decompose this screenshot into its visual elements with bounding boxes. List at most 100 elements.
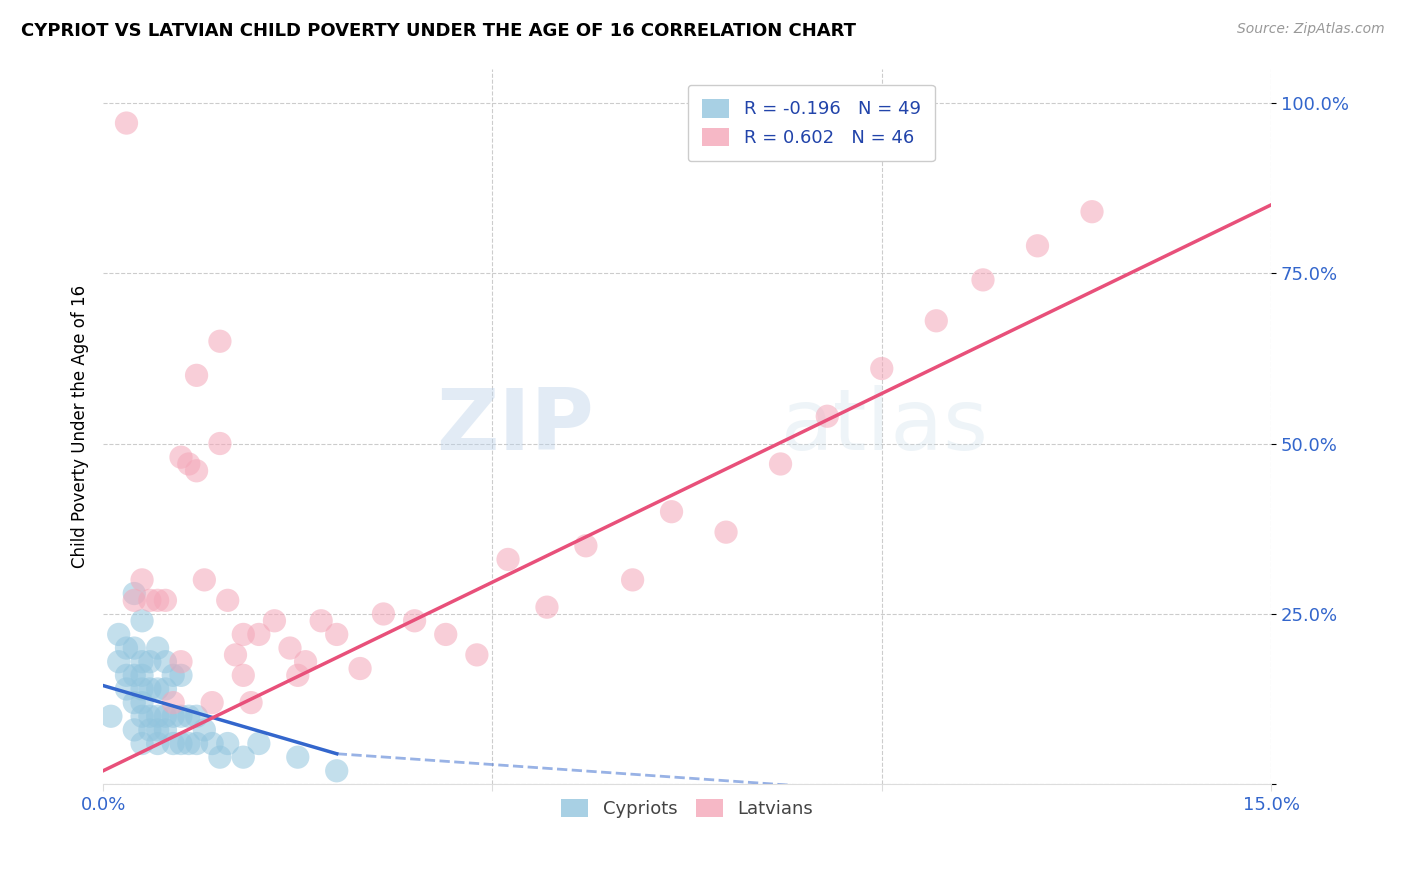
Text: atlas: atlas xyxy=(780,385,988,468)
Point xyxy=(170,709,193,723)
Point xyxy=(201,696,224,710)
Point xyxy=(177,709,200,723)
Point xyxy=(815,409,838,424)
Point xyxy=(107,627,129,641)
Point xyxy=(124,593,146,607)
Point xyxy=(186,709,208,723)
Point xyxy=(139,709,162,723)
Point xyxy=(124,586,146,600)
Point xyxy=(193,723,215,737)
Point xyxy=(972,273,994,287)
Point xyxy=(201,737,224,751)
Point xyxy=(575,539,598,553)
Point xyxy=(247,737,270,751)
Point xyxy=(162,696,184,710)
Point xyxy=(162,709,184,723)
Point xyxy=(714,525,737,540)
Point xyxy=(925,314,948,328)
Point xyxy=(309,614,332,628)
Point xyxy=(131,614,153,628)
Text: ZIP: ZIP xyxy=(436,385,593,468)
Point xyxy=(115,668,138,682)
Point xyxy=(232,750,254,764)
Point xyxy=(193,573,215,587)
Point xyxy=(124,723,146,737)
Point xyxy=(139,593,162,607)
Point xyxy=(496,552,519,566)
Point xyxy=(170,668,193,682)
Point xyxy=(170,737,193,751)
Text: Source: ZipAtlas.com: Source: ZipAtlas.com xyxy=(1237,22,1385,37)
Point xyxy=(294,655,316,669)
Point xyxy=(131,681,153,696)
Point xyxy=(124,696,146,710)
Point xyxy=(661,505,683,519)
Point xyxy=(1026,239,1049,253)
Point xyxy=(208,334,231,349)
Point xyxy=(115,641,138,656)
Point xyxy=(240,696,263,710)
Point xyxy=(139,723,162,737)
Point xyxy=(170,450,193,465)
Point xyxy=(208,436,231,450)
Point xyxy=(621,573,644,587)
Point xyxy=(278,641,301,656)
Point xyxy=(124,641,146,656)
Point xyxy=(232,627,254,641)
Point xyxy=(349,661,371,675)
Point xyxy=(536,600,558,615)
Point xyxy=(769,457,792,471)
Point xyxy=(131,709,153,723)
Point xyxy=(131,573,153,587)
Point xyxy=(162,668,184,682)
Point xyxy=(115,116,138,130)
Point xyxy=(247,627,270,641)
Legend: Cypriots, Latvians: Cypriots, Latvians xyxy=(554,792,820,825)
Point xyxy=(155,709,177,723)
Point xyxy=(131,696,153,710)
Point xyxy=(373,607,395,621)
Point xyxy=(146,593,169,607)
Point xyxy=(146,723,169,737)
Point xyxy=(107,655,129,669)
Point xyxy=(155,593,177,607)
Point xyxy=(217,737,239,751)
Point xyxy=(146,641,169,656)
Point xyxy=(131,737,153,751)
Point xyxy=(434,627,457,641)
Point xyxy=(139,681,162,696)
Point xyxy=(1081,204,1104,219)
Point xyxy=(404,614,426,628)
Point xyxy=(232,668,254,682)
Point xyxy=(870,361,893,376)
Point xyxy=(287,750,309,764)
Point xyxy=(115,681,138,696)
Point xyxy=(131,668,153,682)
Point xyxy=(146,709,169,723)
Point xyxy=(139,655,162,669)
Point xyxy=(186,368,208,383)
Y-axis label: Child Poverty Under the Age of 16: Child Poverty Under the Age of 16 xyxy=(72,285,89,568)
Point xyxy=(208,750,231,764)
Point xyxy=(155,655,177,669)
Text: CYPRIOT VS LATVIAN CHILD POVERTY UNDER THE AGE OF 16 CORRELATION CHART: CYPRIOT VS LATVIAN CHILD POVERTY UNDER T… xyxy=(21,22,856,40)
Point xyxy=(100,709,122,723)
Point xyxy=(287,668,309,682)
Point xyxy=(146,737,169,751)
Point xyxy=(155,723,177,737)
Point xyxy=(146,681,169,696)
Point xyxy=(177,737,200,751)
Point xyxy=(325,764,347,778)
Point xyxy=(124,668,146,682)
Point xyxy=(217,593,239,607)
Point xyxy=(465,648,488,662)
Point xyxy=(186,737,208,751)
Point xyxy=(224,648,246,662)
Point xyxy=(131,655,153,669)
Point xyxy=(170,655,193,669)
Point xyxy=(186,464,208,478)
Point xyxy=(155,681,177,696)
Point xyxy=(177,457,200,471)
Point xyxy=(162,737,184,751)
Point xyxy=(325,627,347,641)
